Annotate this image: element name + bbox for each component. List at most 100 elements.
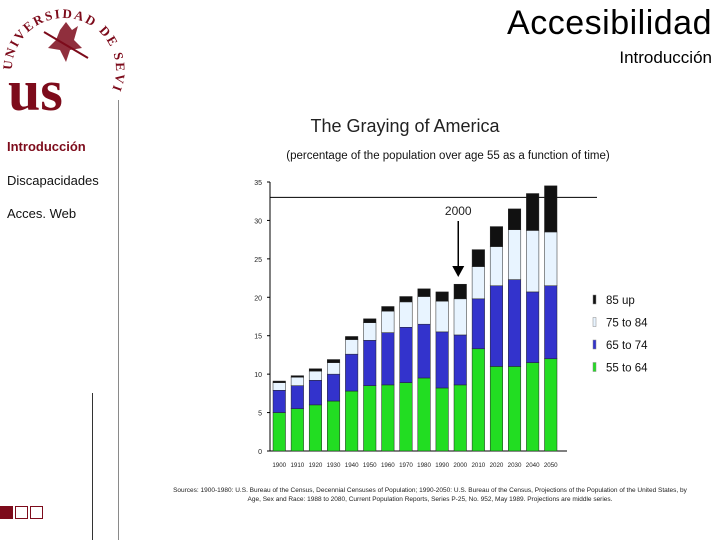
bar-segment-75-to-84-1900 (272, 382, 286, 391)
annotation-arrowhead-icon (452, 266, 465, 277)
y-tick-label: 10 (254, 372, 262, 379)
bar-segment-85-up-1910 (290, 375, 304, 378)
legend-label: 65 to 74 (606, 340, 648, 352)
x-tick-label: 1950 (363, 462, 377, 469)
chart-subtitle: (percentage of the population over age 5… (286, 150, 610, 162)
decorative-line (92, 393, 93, 540)
bar-segment-75-to-84-1960 (381, 310, 395, 333)
bar-segment-65-to-74-1960 (381, 332, 395, 386)
legend-swatch (592, 317, 597, 327)
bar-segment-55-to-64-2050 (544, 358, 558, 452)
bar-segment-85-up-1920 (308, 368, 322, 372)
y-tick-label: 15 (254, 334, 262, 341)
bar-segment-55-to-64-1930 (327, 400, 341, 452)
bar-segment-85-up-1960 (381, 306, 395, 312)
bar-segment-75-to-84-1930 (327, 362, 341, 375)
bar-segment-75-to-84-1990 (435, 300, 449, 333)
bar-segment-85-up-1970 (399, 296, 413, 303)
sidebar-item-introduccion[interactable]: Introducción (7, 139, 86, 154)
x-tick-label: 1990 (435, 462, 449, 469)
bar-segment-65-to-74-2000 (453, 334, 467, 386)
bar-segment-65-to-74-2030 (508, 279, 522, 367)
y-tick-label: 20 (254, 295, 262, 302)
bar-segment-85-up-2010 (471, 249, 485, 267)
bar-segment-75-to-84-2030 (508, 229, 522, 280)
x-tick-label: 2010 (471, 462, 485, 469)
slide-nav-squares (0, 506, 45, 524)
bar-segment-85-up-1990 (435, 291, 449, 302)
slide-subtitle: Introducción (619, 48, 712, 67)
x-tick-label: 2020 (490, 462, 504, 469)
bar-segment-55-to-64-1910 (290, 408, 304, 452)
bar-segment-85-up-2020 (489, 226, 503, 247)
bar-segment-75-to-84-2050 (544, 231, 558, 287)
x-tick-label: 1980 (417, 462, 431, 469)
bar-segment-65-to-74-1930 (327, 373, 341, 402)
bar-segment-85-up-1930 (327, 359, 341, 363)
bar-segment-75-to-84-1980 (417, 296, 431, 325)
bar-segment-85-up-2050 (544, 185, 558, 233)
legend-label: 85 up (606, 295, 635, 307)
bar-segment-55-to-64-1960 (381, 384, 395, 452)
y-tick-label: 0 (258, 449, 262, 456)
y-tick-label: 30 (254, 218, 262, 225)
bar-segment-75-to-84-1970 (399, 301, 413, 328)
legend-label: 55 to 64 (606, 363, 648, 375)
legend-label: 75 to 84 (606, 318, 648, 330)
bar-segment-55-to-64-2000 (453, 384, 467, 452)
sidebar-divider (118, 100, 119, 540)
bar-segment-85-up-1950 (363, 318, 377, 323)
bar-segment-65-to-74-2040 (526, 291, 540, 363)
bar-segment-65-to-74-2010 (471, 298, 485, 350)
bar-segment-55-to-64-1920 (308, 404, 322, 452)
slide-square-empty-icon (15, 506, 28, 519)
bar-segment-55-to-64-1950 (363, 385, 377, 452)
bar-segment-55-to-64-1900 (272, 412, 286, 452)
bar-segment-65-to-74-1940 (345, 353, 359, 392)
x-tick-label: 1900 (272, 462, 286, 469)
bar-segment-55-to-64-2020 (489, 366, 503, 452)
bar-segment-55-to-64-1980 (417, 377, 431, 452)
bar-segment-75-to-84-1950 (363, 322, 377, 341)
bar-segment-65-to-74-1950 (363, 340, 377, 386)
bar-segment-65-to-74-1990 (435, 331, 449, 389)
bar-segment-75-to-84-2000 (453, 298, 467, 336)
x-tick-label: 2000 (453, 462, 467, 469)
university-logo: UNIVERSIDAD DE SEVILLA us (0, 0, 126, 120)
y-tick-label: 5 (258, 411, 262, 418)
bar-segment-65-to-74-2020 (489, 285, 503, 367)
bar-segment-75-to-84-1910 (290, 376, 304, 386)
bar-segment-55-to-64-2040 (526, 362, 540, 452)
legend-swatch (592, 362, 597, 372)
sidebar-item-discapacidades[interactable]: Discapacidades (7, 173, 99, 188)
x-tick-label: 1920 (309, 462, 323, 469)
bar-segment-85-up-1980 (417, 288, 431, 297)
bar-segment-75-to-84-1920 (308, 370, 322, 381)
bar-segment-75-to-84-2010 (471, 266, 485, 300)
bar-segment-85-up-2030 (508, 208, 522, 230)
bar-segment-55-to-64-1990 (435, 387, 449, 452)
y-tick-label: 35 (254, 180, 262, 187)
x-tick-label: 1930 (327, 462, 341, 469)
bar-segment-65-to-74-1970 (399, 327, 413, 383)
x-tick-label: 2040 (526, 462, 540, 469)
slide-title: Accesibilidad (507, 4, 712, 42)
x-tick-label: 2050 (544, 462, 558, 469)
annotation-label: 2000 (445, 204, 472, 218)
x-tick-label: 1960 (381, 462, 395, 469)
bar-segment-65-to-74-1900 (272, 390, 286, 413)
bar-segment-55-to-64-2010 (471, 348, 485, 452)
sidebar-item-acces-web[interactable]: Acces. Web (7, 206, 77, 221)
chart-title: The Graying of America (310, 116, 500, 136)
logo-figure-icon (43, 22, 89, 62)
bar-segment-85-up-1900 (272, 380, 286, 383)
bar-segment-75-to-84-2040 (526, 230, 540, 293)
bar-segment-65-to-74-1980 (417, 323, 431, 379)
bar-segment-75-to-84-1940 (345, 339, 359, 355)
logo-monogram: us (8, 58, 63, 120)
x-tick-label: 2030 (508, 462, 522, 469)
bar-segment-55-to-64-1970 (399, 382, 413, 452)
bar-segment-85-up-1940 (345, 336, 359, 340)
legend-swatch (592, 339, 597, 350)
